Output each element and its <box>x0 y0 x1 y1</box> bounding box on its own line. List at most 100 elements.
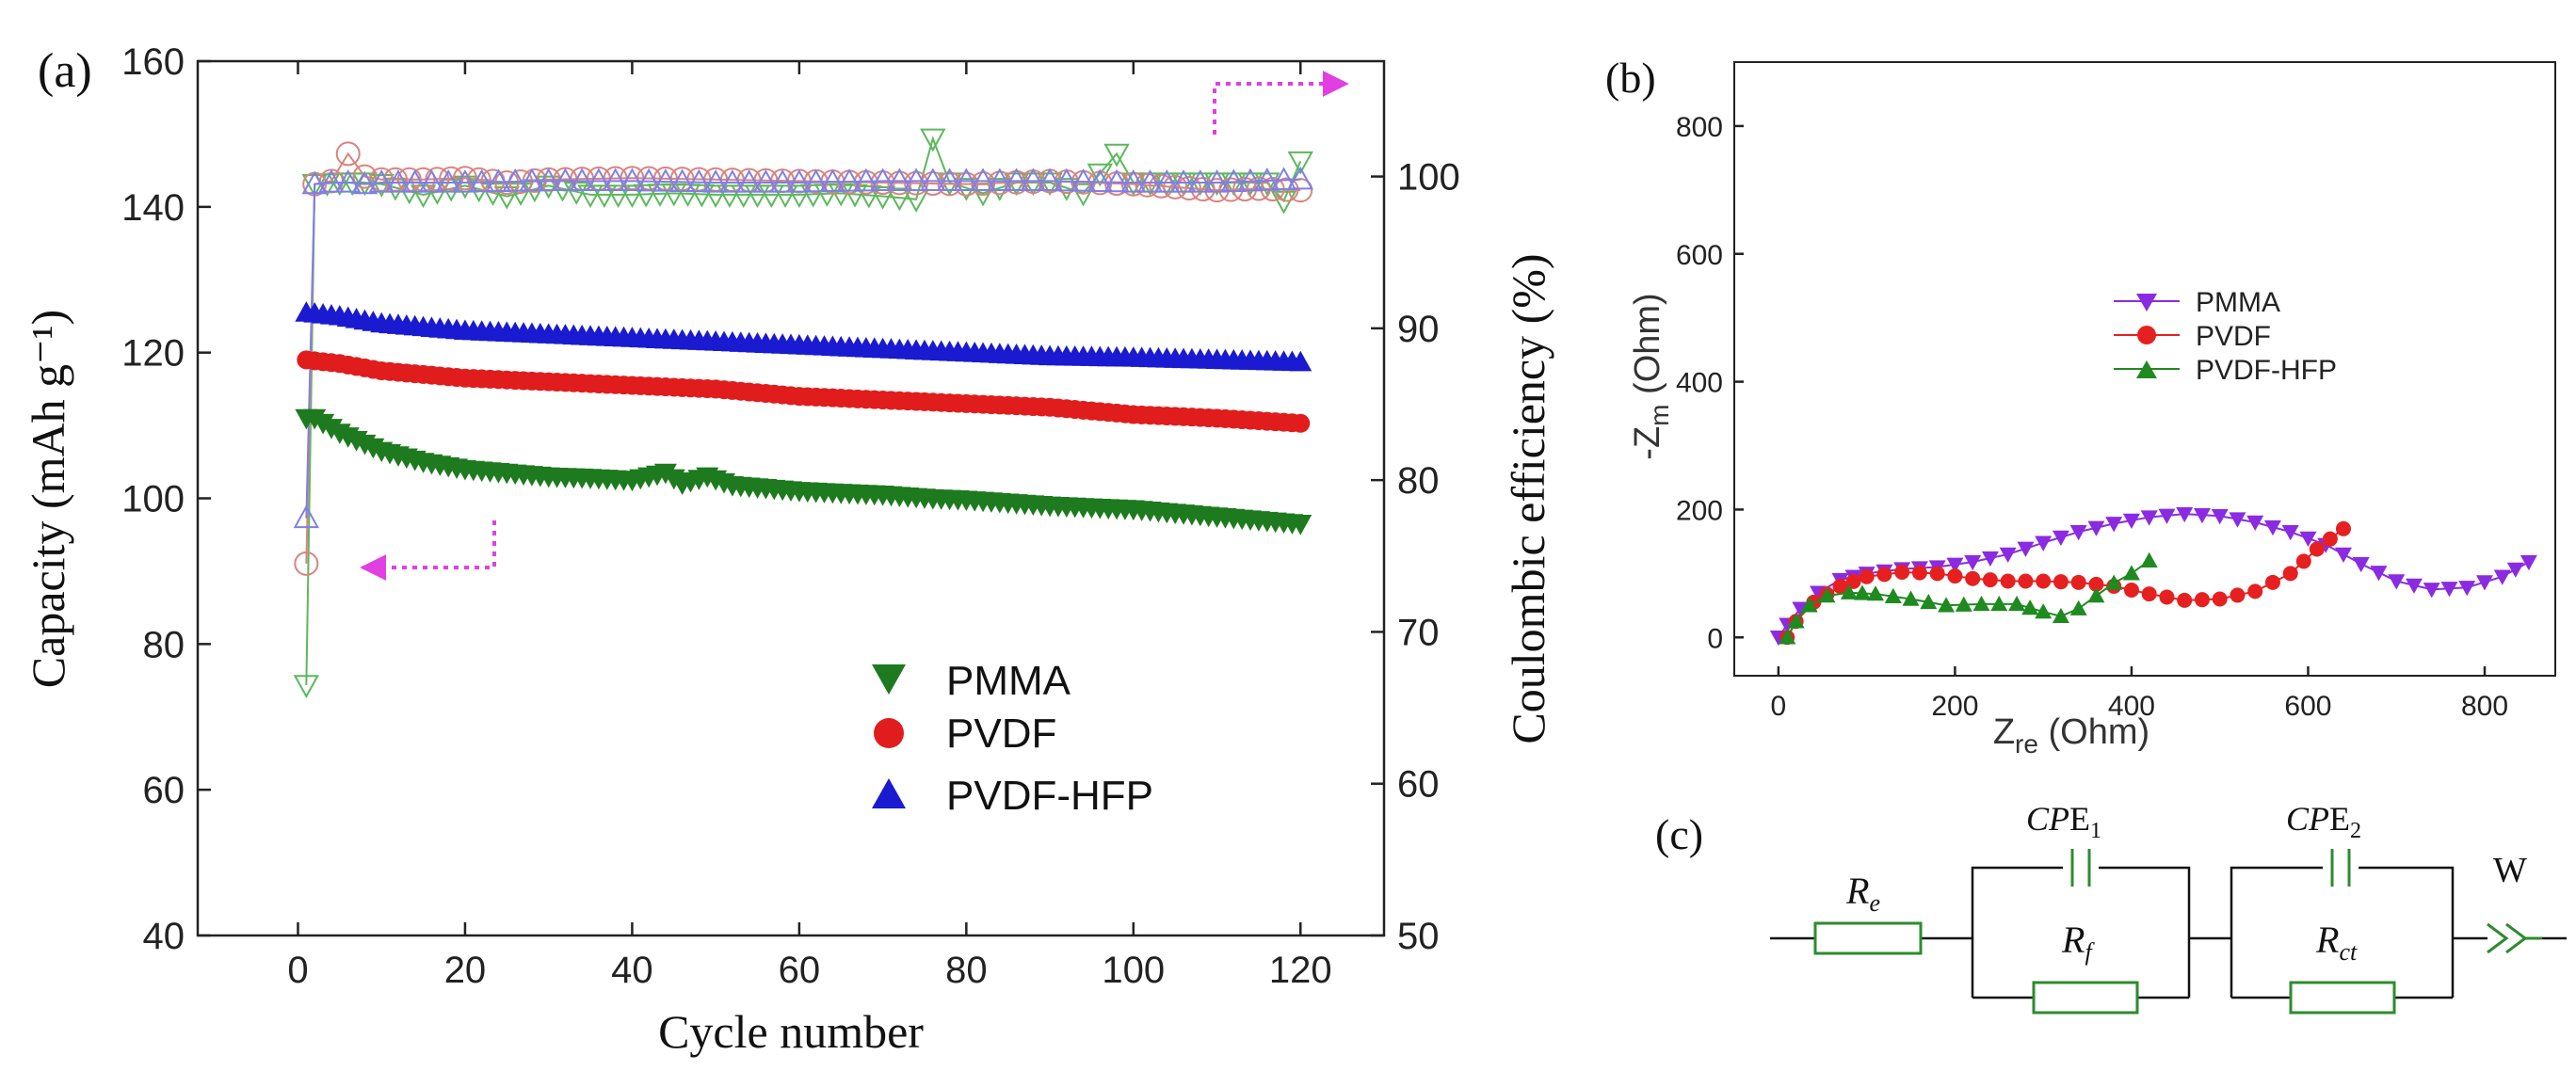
ce-pmma-point <box>438 178 464 202</box>
eis-pvdfhfp-point <box>2122 565 2140 581</box>
panel-a-legend: PMMA PVDF PVDF-HFP <box>872 658 1153 819</box>
ce-pvdfhfp-point <box>1287 166 1313 190</box>
eis-pmma-point <box>2140 510 2158 526</box>
ce-pmma-point <box>591 184 618 208</box>
legend-pvdfhfp-marker <box>872 778 906 808</box>
eis-pvdf-point <box>2018 573 2034 589</box>
eis-pvdfhfp-point <box>1920 593 1938 610</box>
ce-pvdfhfp-point <box>468 168 495 193</box>
legend-b-pvdf-marker <box>2137 326 2156 344</box>
capacity-pmma-point <box>1289 514 1312 536</box>
re-resistor <box>1813 921 1923 955</box>
ce-pmma-point <box>1287 151 1313 175</box>
ce-pmma-point <box>1070 183 1097 207</box>
eis-pmma-point <box>2069 524 2087 541</box>
panel-c-label: (c) <box>1655 810 1703 858</box>
ce-pvdfhfp-point <box>452 168 478 193</box>
eis-pmma-point <box>1946 557 1964 573</box>
b-y-tick-label: 600 <box>1676 240 1723 271</box>
circuit-wires <box>1770 866 2567 999</box>
ce-pvdfhfp-point <box>318 168 345 193</box>
panel-b-y-axis: 0 200 400 600 800 <box>1676 112 1744 654</box>
eis-pvdf-point <box>2141 586 2157 602</box>
x-tick-label: 40 <box>611 950 653 991</box>
panel-a-y-axis-left: 40 60 80 100 120 140 160 <box>121 41 211 957</box>
panel-c-circuit: (c) <box>1655 800 2567 1015</box>
eis-pvdfhfp-point <box>1990 595 2008 612</box>
eis-pmma-point <box>2281 524 2299 541</box>
panel-b-y-axis-label-main: -Z <box>1628 426 1667 460</box>
eis-pvdf-point <box>2036 573 2052 589</box>
ce-pvdfhfp-point <box>1087 168 1114 192</box>
panel-a-y-axis-label-left: Capacity (mAh g⁻¹) <box>22 310 74 688</box>
eis-pmma-point <box>2506 562 2524 578</box>
capacity-pvdf-point <box>1291 413 1311 433</box>
ce-pmma-point <box>1103 143 1130 168</box>
ce-pvdfhfp-point <box>602 168 629 192</box>
b-y-tick-label: 0 <box>1707 623 1723 654</box>
b-x-tick-label: 200 <box>1931 691 1978 722</box>
panel-b-label: (b) <box>1605 54 1656 102</box>
eis-pvdfhfp-point <box>2008 595 2026 612</box>
eis-pmma-point <box>2158 508 2176 524</box>
y-tick-label-right: 70 <box>1397 612 1440 653</box>
eis-pmma-point <box>2211 509 2229 525</box>
ce-pmma-point <box>604 184 632 208</box>
eis-pmma-point <box>2193 507 2211 524</box>
legend-pvdfhfp-label: PVDF-HFP <box>946 773 1153 819</box>
cpe2-label-sub: 2 <box>2350 819 2361 843</box>
eis-pmma-point <box>1981 551 1999 567</box>
ce-pvdf-point <box>1288 178 1313 203</box>
eis-pmma-point <box>2105 517 2123 533</box>
eis-pvdfhfp-point <box>1779 629 1796 645</box>
panel-b-y-axis-label-unit: (Ohm) <box>1628 293 1667 404</box>
eis-pvdf-point <box>1982 572 1998 588</box>
eis-pvdf-point <box>2247 583 2263 599</box>
eis-pvdf-point <box>2282 566 2298 582</box>
y-tick-label-right: 50 <box>1397 916 1440 957</box>
eis-pvdf-point <box>2088 576 2104 592</box>
y-tick-label-left: 160 <box>121 41 185 83</box>
ce-pvdfhfp-point <box>418 168 445 193</box>
right-axis-arrow <box>1213 71 1349 135</box>
eis-pvdf-point <box>2212 591 2228 607</box>
ce-pvdfhfp-point <box>836 168 862 192</box>
y-tick-label-left: 80 <box>143 624 185 665</box>
ce-pvdfhfp-point <box>819 168 846 192</box>
x-tick-label: 20 <box>444 950 487 991</box>
eis-pmma-point <box>2334 547 2352 563</box>
ce-pmma-point <box>772 184 798 208</box>
cpe1-label-e: E <box>2069 800 2090 838</box>
ce-pvdf-point <box>1163 174 1188 200</box>
eis-pvdfhfp-point <box>2035 603 2053 619</box>
cpe2-label-e: E <box>2329 800 2350 838</box>
ce-pvdfhfp-point <box>1054 168 1080 192</box>
ce-pmma-point <box>716 184 743 208</box>
ce-pvdfhfp-point <box>1254 168 1280 191</box>
b-x-tick-label: 800 <box>2461 691 2508 722</box>
eis-pvdfhfp-point <box>2021 599 2039 615</box>
y-tick-label-right: 90 <box>1397 309 1440 350</box>
rf-label: Rf <box>2061 919 2095 966</box>
ce-pvdfhfp-point <box>903 168 929 192</box>
ce-pmma-point <box>886 187 913 212</box>
eis-pvdf-point <box>2322 531 2338 547</box>
ce-pvdfhfp-point <box>335 168 362 193</box>
eis-pvdf-point <box>2264 574 2280 590</box>
panel-a-capacity-series <box>295 301 1312 536</box>
ce-pmma-point <box>507 183 534 206</box>
eis-pvdf-point <box>2177 592 2193 608</box>
ce-pvdfhfp-point <box>920 168 946 192</box>
panel-a-label: (a) <box>38 44 92 98</box>
ce-pvdfhfp-point <box>636 168 662 192</box>
ce-pvdfhfp-point <box>702 168 729 193</box>
rf-resistor <box>2032 981 2139 1015</box>
eis-pvdfhfp-point <box>1853 584 1871 600</box>
panel-a-x-axis-label: Cycle number <box>658 1005 924 1058</box>
eis-pvdf-point <box>2309 541 2325 557</box>
ce-pvdfhfp-point <box>435 168 461 193</box>
x-tick-label: 60 <box>779 950 821 991</box>
ce-pmma-point <box>1203 172 1231 197</box>
ce-pmma-point <box>633 184 659 208</box>
ce-pvdfhfp-point <box>293 504 320 529</box>
